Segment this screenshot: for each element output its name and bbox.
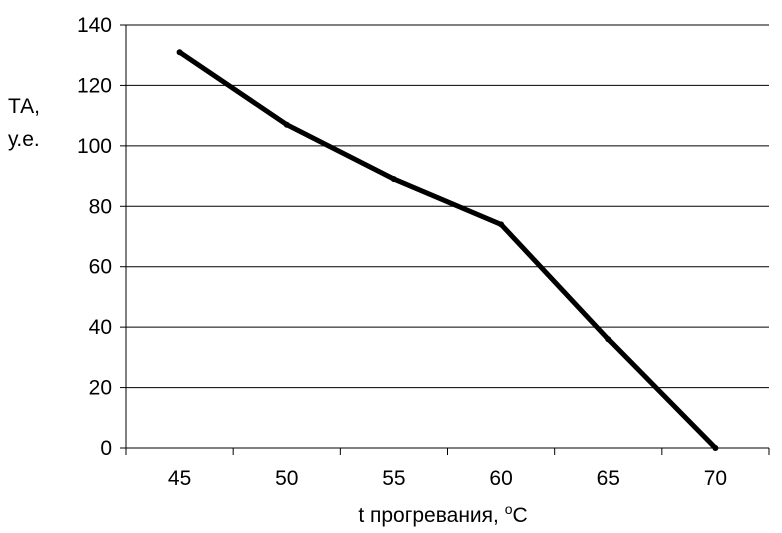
data-point	[498, 221, 505, 228]
x-tick-label: 45	[168, 467, 191, 490]
y-tick-label: 20	[89, 377, 112, 400]
data-point	[605, 336, 612, 343]
series-group	[176, 49, 719, 451]
axes	[120, 24, 770, 455]
y-tick-label: 60	[89, 256, 112, 279]
x-tick-label: 50	[275, 467, 298, 490]
data-point	[283, 121, 290, 128]
y-axis-label-line1: ТА,	[8, 95, 40, 118]
y-tick-label: 140	[77, 14, 112, 37]
y-axis-label-line2: у.е.	[8, 128, 40, 151]
x-tick-labels: 45 50 55 60 65 70	[168, 467, 727, 490]
y-tick-label: 40	[89, 316, 112, 339]
x-tick-label: 70	[704, 467, 727, 490]
series-line	[178, 50, 718, 450]
y-tick-label: 100	[77, 135, 112, 158]
x-tick-label: 60	[489, 467, 512, 490]
x-axis-label-unit: C	[513, 504, 528, 527]
data-point	[712, 445, 719, 451]
data-point	[390, 176, 397, 183]
y-tick-label: 80	[89, 195, 112, 218]
y-tick-label: 120	[77, 74, 112, 97]
x-tick-label: 55	[382, 467, 405, 490]
y-tick-labels: 0 20 40 60 80 100 120 140	[77, 14, 112, 460]
data-point	[176, 49, 183, 56]
x-axis-label-text: t прогревания,	[358, 504, 504, 527]
x-tick-label: 65	[597, 467, 620, 490]
y-tick-label: 0	[100, 437, 112, 460]
x-axis-label-degree: o	[505, 501, 513, 517]
x-axis-label: t прогревания, oC	[358, 501, 527, 527]
